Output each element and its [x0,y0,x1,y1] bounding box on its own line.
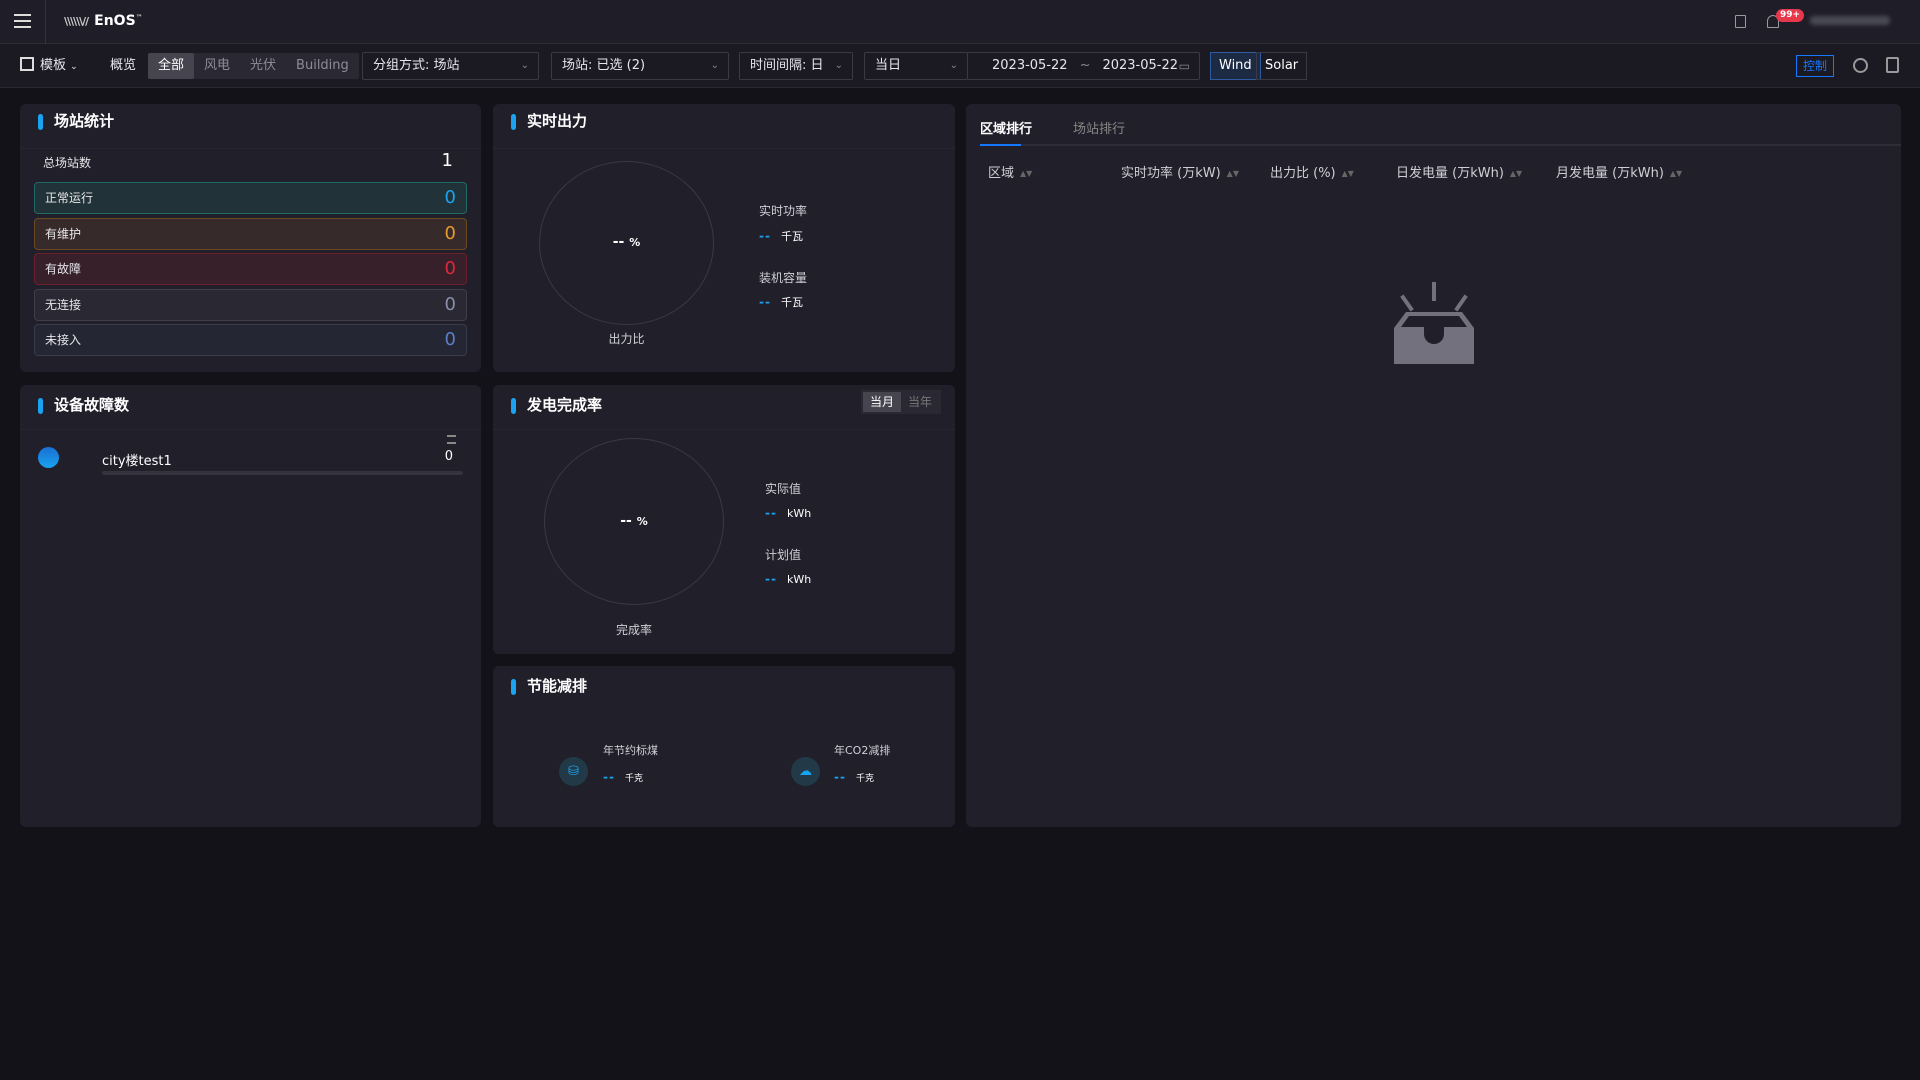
panel-title: 设备故障数 [38,388,129,422]
plan-value: -- kWh [765,572,812,586]
co2-value: -- 千克 [834,770,874,784]
monitor-icon[interactable] [1735,15,1746,28]
col-power[interactable]: 实时功率 (万kW) ▲▼ [1121,166,1239,181]
tab-building[interactable]: Building [296,58,349,73]
layout-icon [20,57,34,71]
progress-bar [102,471,463,475]
empty-inbox-icon [1394,282,1474,364]
site-dot-icon [38,447,59,468]
panel-title: 节能减排 [511,669,587,703]
capacity-label: 装机容量 [759,271,808,285]
tab-month[interactable]: 当月 [863,392,902,412]
item-value: 0 [444,449,453,464]
col-region[interactable]: 区域 ▲▼ [988,166,1033,181]
period-select[interactable]: 当日 ⌄ [864,52,968,80]
tab-region-ranking[interactable]: 区域排行 [980,122,1033,137]
plan-label: 计划值 [765,548,802,562]
panel-title: 发电完成率 [511,388,602,422]
settings-icon[interactable] [1853,58,1868,73]
col-ratio[interactable]: 出力比 (%) ▲▼ [1270,166,1354,181]
stat-disconnected[interactable]: 无连接 0 [34,289,467,321]
report-icon[interactable] [1886,57,1899,73]
saving-panel: 节能减排 ⛁ 年节约标煤 -- 千克 ☁ 年CO2减排 -- 千克 [493,666,955,827]
top-bar: \\\\\\//EnOS™ 99+ [0,0,1920,44]
site-stats-panel: 场站统计 总场站数 1 正常运行 0 有维护 0 有故障 0 无连接 0 未接入 0 [20,104,481,372]
ranking-panel: 区域排行 场站排行 区域 ▲▼ 实时功率 (万kW) ▲▼ 出力比 (%) ▲▼ 日发… [966,104,1901,827]
menu-icon[interactable] [14,14,31,28]
logo[interactable]: \\\\\\//EnOS™ [64,13,143,29]
panel-title: 实时出力 [511,104,587,138]
tab-wind[interactable]: 风电 [204,58,231,73]
control-button[interactable]: 控制 [1796,55,1835,77]
col-daily[interactable]: 日发电量 (万kWh) ▲▼ [1396,166,1523,181]
user-name-blurred[interactable] [1810,16,1890,25]
sort-icon[interactable] [447,435,456,444]
rate-label: 完成率 [615,623,652,637]
bell-icon[interactable] [1767,15,1779,28]
interval-select[interactable]: 时间间隔: 日 ⌄ [739,52,853,80]
rate-gauge [544,438,724,605]
group-by-select[interactable]: 分组方式: 场站 ⌄ [362,52,539,80]
ratio-value: -- % [612,234,641,250]
coal-icon: ⛁ [559,757,588,786]
co2-cloud-icon: ☁ [791,757,820,786]
coal-label: 年节约标煤 [603,744,658,757]
active-tab-indicator [980,144,1021,146]
stat-not-connected[interactable]: 未接入 0 [34,324,467,356]
total-label: 总场站数 [43,156,92,170]
toolbar: 模板 ⌄ 概览 全部 风电 光伏 Building 分组方式: 场站 ⌄ 场站: … [0,44,1920,88]
stat-fault[interactable]: 有故障 0 [34,253,467,285]
type-tabs: 全部 风电 光伏 Building [148,53,359,79]
tab-site-ranking[interactable]: 场站排行 [1073,122,1126,137]
item-name: city楼test1 [102,454,172,469]
realtime-panel: 实时出力 -- % 出力比 实时功率 -- 千瓦 装机容量 -- 千瓦 [493,104,955,372]
coal-value: -- 千克 [603,770,643,784]
period-tabs: 当月 当年 [861,390,942,414]
template-dropdown[interactable]: 模板 ⌄ [20,44,78,88]
completion-panel: 发电完成率 当月 当年 -- % 完成率 实际值 -- kWh 计划值 -- kWh [493,385,955,654]
solar-button[interactable]: Solar [1256,52,1308,80]
total-value: 1 [441,150,453,171]
tab-solar[interactable]: 光伏 [250,58,277,73]
wind-button[interactable]: Wind [1210,52,1261,80]
stat-normal[interactable]: 正常运行 0 [34,182,467,214]
site-select[interactable]: 场站: 已选 (2) ⌄ [551,52,729,80]
co2-label: 年CO2减排 [834,744,891,757]
ratio-label: 出力比 [608,332,645,346]
col-monthly[interactable]: 月发电量 (万kWh) ▲▼ [1556,166,1683,181]
capacity-value: -- 千瓦 [759,295,803,309]
device-faults-panel: 设备故障数 city楼test1 0 [20,385,481,827]
power-label: 实时功率 [759,204,808,218]
date-range-picker[interactable]: 2023-05-22 ~2023-05-22 ▭ [967,52,1200,80]
notification-badge: 99+ [1776,9,1805,22]
tab-underline [980,144,1901,146]
actual-label: 实际值 [765,482,802,496]
panel-title: 场站统计 [38,104,114,138]
tab-all[interactable]: 全部 [148,53,195,79]
stat-maintenance[interactable]: 有维护 0 [34,218,467,250]
overview-link[interactable]: 概览 [110,58,137,73]
tab-year[interactable]: 当年 [908,395,933,409]
calendar-icon: ▭ [1178,59,1190,73]
actual-value: -- kWh [765,506,812,520]
rate-value: -- % [620,513,648,529]
power-value: -- 千瓦 [759,229,803,243]
list-item[interactable]: city楼test1 0 [20,435,481,475]
ratio-gauge [539,161,714,325]
divider [45,0,46,44]
